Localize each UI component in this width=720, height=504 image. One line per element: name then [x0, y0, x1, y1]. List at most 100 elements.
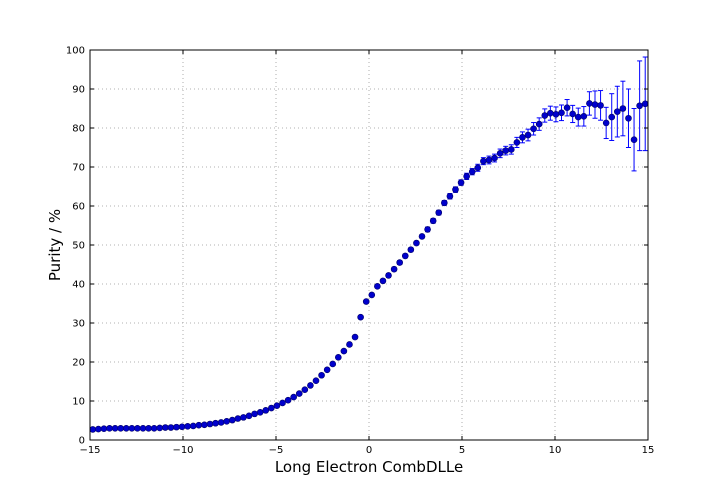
data-point — [457, 179, 465, 186]
y-tick-label: 80 — [72, 124, 85, 135]
data-point — [340, 347, 348, 355]
data-point — [468, 168, 476, 175]
data-point — [134, 424, 141, 432]
data-point — [474, 164, 482, 172]
data-point — [424, 226, 431, 233]
data-point — [524, 131, 532, 139]
data-point — [413, 239, 420, 247]
data-point — [212, 419, 219, 427]
data-point — [262, 407, 270, 414]
data-point — [251, 410, 258, 418]
data-point — [580, 113, 588, 120]
y-tick-label: 70 — [72, 163, 85, 174]
y-tick-label: 20 — [72, 358, 85, 369]
data-point — [295, 390, 303, 397]
data-point — [301, 386, 309, 393]
data-point — [240, 414, 247, 421]
data-point — [563, 104, 571, 112]
data-point — [390, 265, 398, 273]
data-point — [228, 416, 236, 424]
data-point — [195, 421, 203, 429]
data-point — [435, 209, 443, 216]
data-point — [335, 354, 342, 361]
data-point — [574, 113, 582, 121]
data-point — [507, 146, 515, 153]
y-tick-label: 40 — [72, 280, 85, 291]
data-point — [480, 157, 487, 165]
data-point — [519, 134, 526, 141]
data-point — [173, 423, 180, 431]
x-tick-label: −5 — [269, 445, 284, 456]
data-point — [128, 424, 136, 432]
data-point — [217, 419, 225, 426]
data-point — [614, 108, 621, 115]
y-axis-title: Purity / % — [46, 209, 64, 281]
data-point — [362, 298, 370, 305]
data-point — [401, 252, 409, 260]
data-point — [608, 113, 616, 121]
data-point — [206, 420, 214, 428]
data-point — [273, 402, 281, 409]
data-point — [547, 109, 554, 117]
data-point — [223, 417, 231, 425]
data-point — [569, 110, 576, 118]
data-point — [234, 415, 242, 422]
grid-lines — [90, 50, 648, 440]
data-point — [485, 156, 493, 164]
x-tick-label: 15 — [642, 445, 655, 456]
y-tick-label: 60 — [72, 202, 85, 213]
data-point — [357, 313, 364, 321]
y-tick-label: 0 — [79, 436, 85, 447]
x-tick-label: 10 — [549, 445, 562, 456]
data-point — [156, 424, 164, 432]
axis-ticks: −15 −10 −5 0 5 10 15 0 10 20 30 40 50 60 70 80 90 100 — [66, 46, 654, 457]
data-point — [284, 396, 292, 404]
data-point — [496, 150, 504, 157]
data-point — [245, 412, 253, 420]
data-point — [374, 283, 381, 290]
data-point — [597, 102, 604, 109]
data-point — [591, 101, 599, 108]
y-tick-label: 10 — [72, 397, 85, 408]
data-point — [552, 111, 560, 118]
data-point — [100, 425, 108, 432]
data-point — [630, 136, 638, 143]
data-point — [441, 199, 448, 207]
data-point — [407, 246, 415, 253]
data-point — [268, 404, 275, 412]
data-point — [117, 424, 124, 432]
x-tick-label: −10 — [172, 445, 193, 456]
x-tick-label: −15 — [79, 445, 100, 456]
data-point — [145, 424, 152, 432]
data-point — [602, 119, 610, 127]
data-point — [312, 377, 320, 385]
y-tick-label: 50 — [72, 241, 85, 252]
data-point — [139, 424, 147, 432]
data-point — [95, 425, 102, 433]
data-points — [89, 100, 649, 433]
data-point — [636, 102, 643, 110]
data-point — [463, 173, 470, 180]
data-point — [318, 371, 325, 379]
data-point — [502, 147, 510, 154]
data-point — [201, 421, 208, 429]
data-point — [323, 366, 331, 374]
data-point — [452, 186, 459, 193]
data-point — [162, 424, 169, 431]
data-point — [641, 100, 649, 108]
data-point — [122, 424, 130, 432]
data-point — [530, 125, 537, 133]
data-point — [385, 272, 392, 279]
x-tick-label: 0 — [366, 445, 372, 456]
data-point — [351, 333, 359, 341]
data-point — [418, 233, 426, 240]
data-point — [619, 105, 627, 112]
data-point — [279, 399, 286, 407]
data-point — [167, 424, 175, 431]
data-point — [189, 422, 197, 430]
y-tick-label: 100 — [66, 46, 85, 57]
y-tick-label: 30 — [72, 319, 85, 330]
data-point — [368, 291, 376, 299]
data-point — [541, 112, 549, 119]
